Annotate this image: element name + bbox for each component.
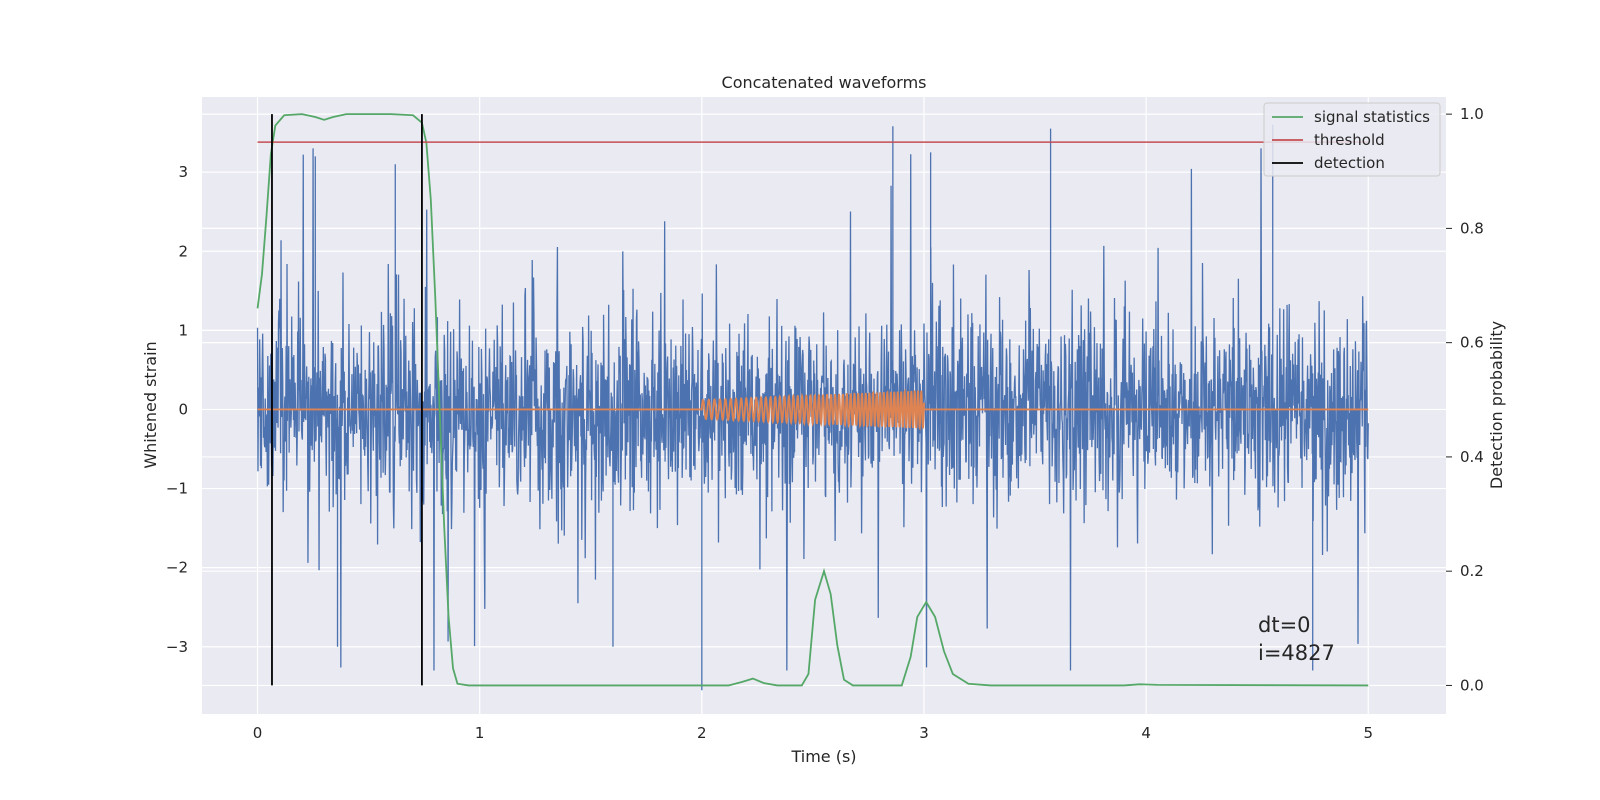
y-tick-label-left: −2 — [166, 559, 188, 577]
y-tick-label-left: 2 — [178, 242, 188, 260]
y-tick-label-right: 0.8 — [1460, 219, 1484, 237]
y-tick-label-left: −1 — [166, 480, 188, 498]
series-signal-statistics — [256, 113, 1369, 687]
annotation-index: i=4827 — [1258, 641, 1335, 665]
y-axis-label-right: Detection probability — [1487, 321, 1506, 489]
legend: signal statistics threshold detection — [1263, 102, 1441, 177]
x-tick-label: 1 — [475, 724, 485, 742]
y-tick-label-left: 1 — [178, 321, 188, 339]
y-tick-label-right: 0.2 — [1460, 562, 1484, 580]
x-tick-label: 3 — [919, 724, 929, 742]
x-axis-label: Time (s) — [790, 747, 856, 766]
x-tick-label: 0 — [253, 724, 263, 742]
y-tick-label-right: 0.6 — [1460, 334, 1484, 352]
x-tick-label: 5 — [1363, 724, 1373, 742]
x-tick-label: 2 — [697, 724, 707, 742]
chart-title: Concatenated waveforms — [722, 73, 927, 92]
legend-label-signal-statistics: signal statistics — [1314, 108, 1430, 126]
y-tick-label-left: −3 — [166, 638, 188, 656]
series-whitened-strain — [256, 124, 1369, 691]
y-axis-label-left: Whitened strain — [141, 341, 160, 468]
data-layer — [256, 113, 1369, 691]
annotation-dt: dt=0 — [1258, 613, 1311, 637]
y-tick-label-left: 0 — [178, 400, 188, 418]
x-tick-label: 4 — [1141, 724, 1151, 742]
legend-label-detection: detection — [1314, 154, 1385, 172]
series-injected-waveform — [257, 388, 1369, 432]
y-tick-label-right: 1.0 — [1460, 105, 1484, 123]
tick-labels: 0 1 2 3 4 5 −3 −2 −1 0 1 2 3 0.0 0.2 0.4 0.6 0.8 1.0 — [166, 105, 1484, 742]
legend-label-threshold: threshold — [1314, 131, 1385, 149]
y-tick-label-right: 0.0 — [1460, 676, 1484, 694]
y-tick-label-left: 3 — [178, 163, 188, 181]
y-tick-label-right: 0.4 — [1460, 448, 1484, 466]
legend-box — [1263, 102, 1441, 177]
